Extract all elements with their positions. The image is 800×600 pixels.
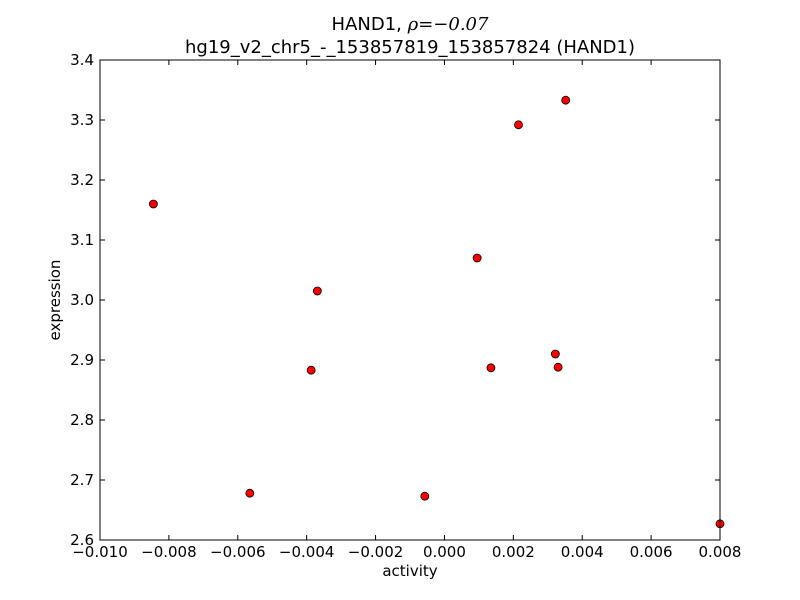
plot-frame bbox=[99, 59, 721, 541]
data-point bbox=[553, 362, 563, 372]
y-tick-label: 3.1 bbox=[70, 231, 94, 249]
x-tick-label: 0.006 bbox=[630, 543, 673, 561]
x-tick-label: −0.008 bbox=[141, 543, 197, 561]
data-point bbox=[420, 491, 430, 501]
x-tick-label: −0.006 bbox=[210, 543, 266, 561]
x-tick-label: 0.004 bbox=[561, 543, 604, 561]
data-point bbox=[561, 95, 571, 105]
x-tick-label: 0.000 bbox=[423, 543, 466, 561]
y-tick-label: 2.8 bbox=[70, 411, 94, 429]
y-tick-label: 3.4 bbox=[70, 51, 94, 69]
y-tick-label: 3.2 bbox=[70, 171, 94, 189]
data-point bbox=[550, 349, 560, 359]
y-tick-label: 2.7 bbox=[70, 471, 94, 489]
data-point bbox=[312, 286, 322, 296]
chart-title: HAND1, ρ=−0.07 bbox=[332, 14, 489, 35]
x-axis-ticks: −0.010 −0.008 −0.006 −0.004 −0.002 0.000 0.002… bbox=[72, 60, 741, 561]
x-tick-label: 0.008 bbox=[699, 543, 742, 561]
plot-area bbox=[100, 60, 720, 540]
x-axis-label: activity bbox=[382, 562, 437, 580]
x-tick-label: −0.010 bbox=[72, 543, 128, 561]
y-axis-label: expression bbox=[46, 260, 64, 341]
chart-title-math: ρ=−0.07 bbox=[407, 14, 489, 35]
x-tick-label: 0.002 bbox=[492, 543, 535, 561]
y-tick-label: 2.9 bbox=[70, 351, 94, 369]
data-point bbox=[486, 363, 496, 373]
y-tick-label: 3.3 bbox=[70, 111, 94, 129]
chart-title-text: HAND1, bbox=[332, 14, 408, 35]
data-point bbox=[245, 488, 255, 498]
y-tick-label: 2.6 bbox=[70, 531, 94, 549]
data-point bbox=[306, 365, 316, 375]
data-point bbox=[148, 199, 158, 209]
x-tick-label: −0.004 bbox=[279, 543, 335, 561]
x-tick-label: −0.002 bbox=[348, 543, 404, 561]
data-point bbox=[472, 253, 482, 263]
data-point bbox=[514, 120, 523, 130]
y-axis-ticks: 2.6 2.7 2.8 2.9 3.0 3.1 3.2 3.3 3.4 bbox=[70, 51, 720, 549]
chart-subtitle: hg19_v2_chr5_-_153857819_153857824 (HAND… bbox=[185, 37, 635, 58]
y-tick-label: 3.0 bbox=[70, 291, 94, 309]
